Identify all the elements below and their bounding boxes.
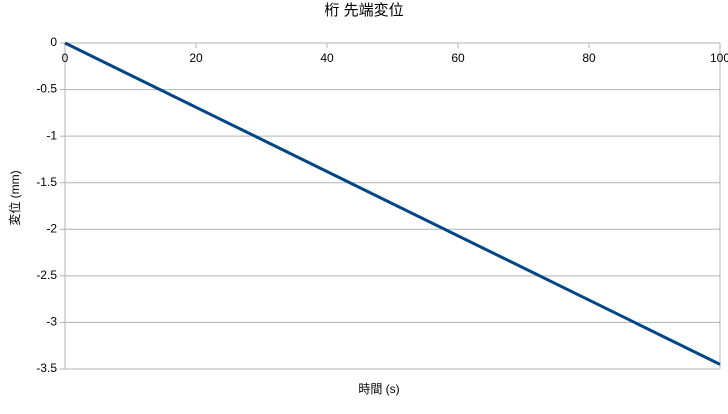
y-tick-label: -2 [46, 221, 57, 235]
chart-title: 桁 先端変位 [324, 2, 403, 19]
y-tick-label: -3 [46, 315, 57, 329]
x-tick-label: 100 [710, 51, 728, 65]
x-tick-label: 20 [189, 51, 203, 65]
x-tick-label: 0 [62, 51, 69, 65]
y-tick-label: -1.5 [36, 175, 57, 189]
y-tick-label: -0.5 [36, 82, 57, 96]
y-tick-label: 0 [50, 35, 57, 49]
x-tick-label: 60 [451, 51, 465, 65]
x-tick-label: 40 [320, 51, 334, 65]
y-tick-label: -2.5 [36, 268, 57, 282]
x-tick-label: 80 [582, 51, 596, 65]
y-axis-title: 変位 (mm) [7, 170, 22, 225]
data-line [64, 41, 721, 366]
x-axis-title: 時間 (s) [358, 382, 399, 396]
y-tick-label: -1 [46, 128, 57, 142]
y-tick-label: -3.5 [36, 361, 57, 375]
